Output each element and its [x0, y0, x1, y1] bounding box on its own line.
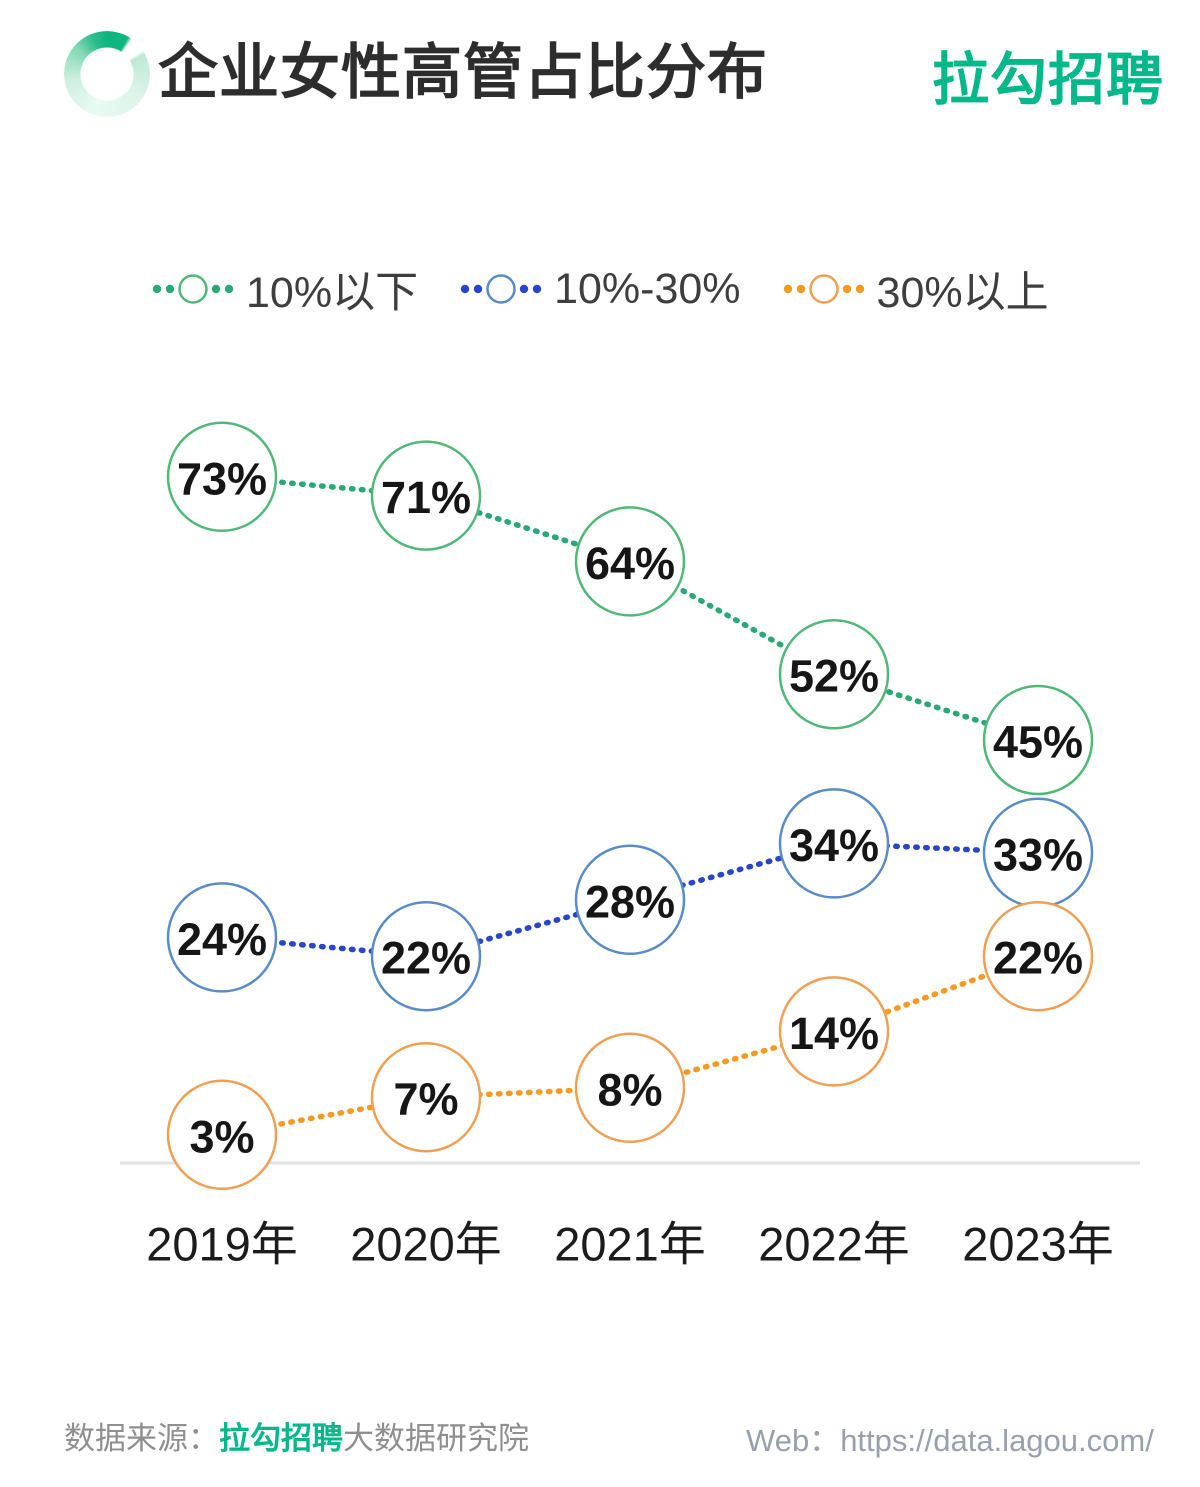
web-url: https://data.lagou.com/ [840, 1423, 1154, 1458]
legend-marker-icon [783, 274, 864, 304]
data-point-circle [574, 1032, 686, 1144]
legend-dot [473, 284, 483, 294]
data-point-label: 7% [393, 1074, 458, 1125]
data-point-label: 52% [789, 651, 879, 702]
legend-open-circle [808, 274, 839, 304]
legend-dot [460, 284, 470, 294]
legend-dot [519, 284, 529, 294]
data-point-label: 22% [381, 933, 471, 984]
page-title: 企业女性高管占比分布 [158, 39, 768, 106]
data-point-label: 71% [381, 472, 471, 523]
legend-dot [224, 284, 234, 294]
data-point-circle [370, 1041, 482, 1153]
x-axis-label: 2022年 [758, 1218, 910, 1271]
x-axis-label: 2023年 [962, 1218, 1114, 1271]
proportion-line-chart: 2019年 2020年 2021年 2022年 2023年 73% 71% 64% 52% 45%… [120, 421, 1140, 1271]
data-point-circle [166, 1079, 278, 1191]
data-point-circle [574, 844, 686, 956]
data-point-circle [166, 421, 278, 533]
legend-item-2: 30%以上 [781, 258, 1049, 320]
data-point-label: 3% [189, 1111, 254, 1162]
source-prefix: 数据来源： [64, 1421, 219, 1456]
data-point-label: 34% [789, 820, 879, 871]
brand-wordmark: 拉勾招聘 [932, 48, 1164, 112]
legend-dot [532, 284, 542, 294]
chart-area: 2019年 2020年 2021年 2022年 2023年 73% 71% 64% 52% 45%… [0, 380, 1200, 1280]
data-point-label: 73% [177, 453, 267, 504]
website-text: Web：https://data.lagou.com/ [746, 1415, 1154, 1460]
chart-legend: 10%以下 10%-30% 30%以上 [150, 258, 1049, 320]
x-axis-label: 2019年 [146, 1218, 298, 1271]
data-point-circle [982, 900, 1094, 1012]
legend-marker-icon [460, 274, 542, 304]
legend-label: 10%以下 [246, 269, 419, 317]
web-label: Web： [746, 1423, 841, 1458]
legend-marker-icon [152, 274, 234, 304]
footer: 数据来源：拉勾招聘大数据研究院 Web：https://data.lagou.c… [0, 1405, 1200, 1465]
data-point-circle [982, 684, 1094, 796]
data-point-circle [778, 788, 890, 899]
x-axis-label: 2020年 [350, 1218, 502, 1271]
data-point-label: 33% [993, 829, 1083, 880]
data-point-circle [370, 900, 482, 1012]
data-point-label: 45% [993, 717, 1083, 768]
data-point-label: 22% [993, 933, 1083, 984]
legend-open-circle [178, 274, 208, 304]
data-point-label: 64% [585, 538, 675, 589]
data-point-circle [778, 618, 890, 730]
legend-item-1: 10%-30% [458, 264, 741, 314]
source-suffix: 大数据研究院 [343, 1421, 529, 1456]
x-axis-label: 2021年 [554, 1218, 706, 1271]
legend-dot [783, 284, 792, 294]
data-point-circle [370, 440, 482, 551]
legend-label: 30%以上 [876, 269, 1049, 317]
legend-dot [842, 284, 851, 294]
legend-open-circle [486, 274, 516, 304]
legend-item-0: 10%以下 [150, 258, 418, 320]
source-brand: 拉勾招聘 [219, 1421, 343, 1456]
legend-dot [855, 284, 864, 294]
legend-dot [165, 284, 175, 294]
data-point-label: 14% [789, 1008, 879, 1059]
data-point-label: 8% [597, 1064, 662, 1115]
data-point-circle [166, 882, 278, 993]
legend-dot [211, 284, 221, 294]
data-point-circle [778, 976, 890, 1087]
data-point-label: 24% [177, 914, 267, 965]
data-point-circle [574, 506, 686, 617]
lagou-donut-logo-icon [64, 31, 150, 117]
legend-dot [796, 284, 805, 294]
legend-dot [152, 284, 162, 294]
data-point-label: 28% [585, 876, 675, 927]
legend-label: 10%-30% [554, 264, 741, 313]
data-source-text: 数据来源：拉勾招聘大数据研究院 [64, 1413, 529, 1458]
